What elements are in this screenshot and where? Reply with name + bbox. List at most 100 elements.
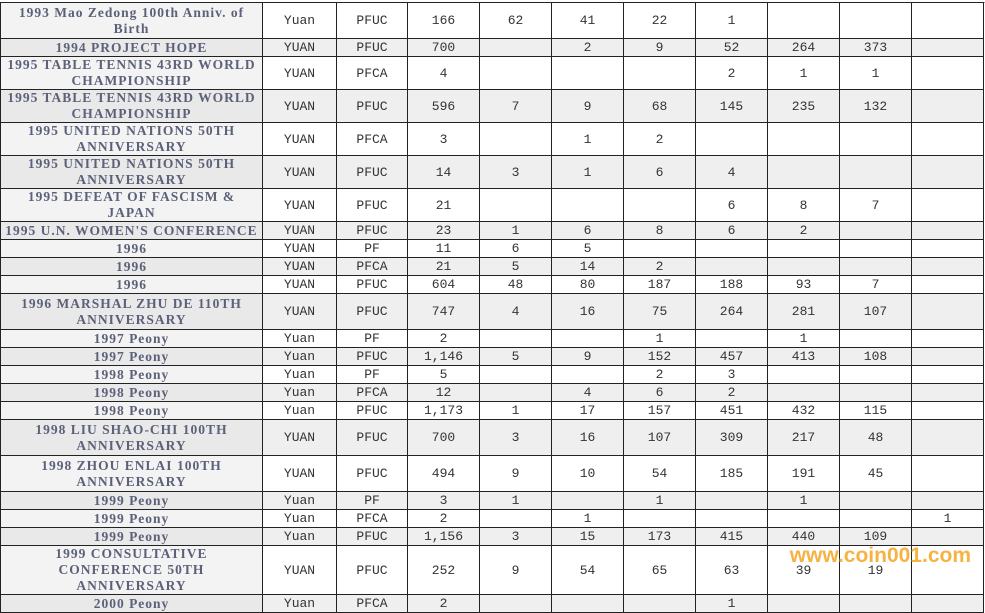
- count-cell[interactable]: [479, 594, 552, 613]
- coin-name-cell[interactable]: 1995 UNITED NATIONS 50TH ANNIVERSARY: [0, 122, 263, 156]
- count-cell[interactable]: 1: [911, 509, 984, 528]
- count-cell[interactable]: 75: [623, 293, 696, 330]
- count-cell[interactable]: 65: [623, 545, 696, 595]
- grade-cell[interactable]: PFUC: [336, 401, 408, 420]
- count-cell[interactable]: [479, 122, 552, 156]
- grade-cell[interactable]: PF: [336, 365, 408, 384]
- unit-cell[interactable]: YUAN: [262, 455, 337, 492]
- count-cell[interactable]: [839, 365, 912, 384]
- count-cell[interactable]: 68: [623, 89, 696, 123]
- count-cell[interactable]: 41: [551, 2, 624, 39]
- count-cell[interactable]: [479, 329, 552, 348]
- count-cell[interactable]: 1: [623, 329, 696, 348]
- count-cell[interactable]: [839, 221, 912, 240]
- count-cell[interactable]: 1: [479, 221, 552, 240]
- count-cell[interactable]: 1: [479, 491, 552, 510]
- table-row[interactable]: 1999 Peony Yuan PF 3 1 1 1: [0, 491, 984, 510]
- count-cell[interactable]: [839, 491, 912, 510]
- count-cell[interactable]: [911, 56, 984, 90]
- table-row[interactable]: 1995 UNITED NATIONS 50TH ANNIVERSARY YUAN…: [0, 155, 984, 189]
- count-cell[interactable]: 2: [623, 122, 696, 156]
- count-cell[interactable]: 6: [479, 239, 552, 258]
- count-cell[interactable]: [911, 491, 984, 510]
- coin-name-cell[interactable]: 1997 Peony: [0, 347, 263, 366]
- count-cell[interactable]: 16: [551, 419, 624, 456]
- count-cell[interactable]: 108: [839, 347, 912, 366]
- count-cell[interactable]: [911, 347, 984, 366]
- count-cell[interactable]: [767, 365, 840, 384]
- count-cell[interactable]: [479, 509, 552, 528]
- count-cell[interactable]: 2: [695, 383, 768, 402]
- total-cell[interactable]: 2: [407, 509, 480, 528]
- grade-cell[interactable]: PFUC: [336, 2, 408, 39]
- count-cell[interactable]: 15: [551, 527, 624, 546]
- count-cell[interactable]: [623, 188, 696, 222]
- unit-cell[interactable]: YUAN: [262, 293, 337, 330]
- count-cell[interactable]: 2: [551, 38, 624, 57]
- count-cell[interactable]: [911, 419, 984, 456]
- grade-cell[interactable]: PFUC: [336, 89, 408, 123]
- total-cell[interactable]: 11: [407, 239, 480, 258]
- table-row[interactable]: 2000 Peony Yuan PFCA 2 1: [0, 594, 984, 613]
- grade-cell[interactable]: PF: [336, 491, 408, 510]
- count-cell[interactable]: 54: [551, 545, 624, 595]
- table-row[interactable]: 1996 YUAN PFCA 21 5 14 2: [0, 257, 984, 276]
- table-row[interactable]: 1995 U.N. WOMEN'S CONFERENCE YUAN PFUC 23 1 6…: [0, 221, 984, 240]
- table-row[interactable]: 1998 Peony Yuan PFUC 1,173 1 17 157 451 432 115: [0, 401, 984, 420]
- count-cell[interactable]: 1: [551, 509, 624, 528]
- unit-cell[interactable]: Yuan: [262, 594, 337, 613]
- count-cell[interactable]: 187: [623, 275, 696, 294]
- count-cell[interactable]: [839, 155, 912, 189]
- unit-cell[interactable]: YUAN: [262, 257, 337, 276]
- count-cell[interactable]: 4: [479, 293, 552, 330]
- count-cell[interactable]: 1: [839, 56, 912, 90]
- count-cell[interactable]: 109: [839, 527, 912, 546]
- count-cell[interactable]: 9: [551, 89, 624, 123]
- count-cell[interactable]: [839, 239, 912, 258]
- total-cell[interactable]: 596: [407, 89, 480, 123]
- total-cell[interactable]: 3: [407, 122, 480, 156]
- coin-name-cell[interactable]: 1996 MARSHAL ZHU DE 110TH ANNIVERSARY: [0, 293, 263, 330]
- table-row[interactable]: 1996 MARSHAL ZHU DE 110TH ANNIVERSARY YUA…: [0, 293, 984, 330]
- count-cell[interactable]: 2: [623, 365, 696, 384]
- count-cell[interactable]: 62: [479, 2, 552, 39]
- count-cell[interactable]: 2: [767, 221, 840, 240]
- count-cell[interactable]: 6: [695, 188, 768, 222]
- count-cell[interactable]: 17: [551, 401, 624, 420]
- count-cell[interactable]: [623, 509, 696, 528]
- count-cell[interactable]: [911, 257, 984, 276]
- count-cell[interactable]: 1: [623, 491, 696, 510]
- count-cell[interactable]: 235: [767, 89, 840, 123]
- count-cell[interactable]: 9: [479, 545, 552, 595]
- count-cell[interactable]: 8: [767, 188, 840, 222]
- count-cell[interactable]: 10: [551, 455, 624, 492]
- count-cell[interactable]: 188: [695, 275, 768, 294]
- count-cell[interactable]: 373: [839, 38, 912, 57]
- unit-cell[interactable]: Yuan: [262, 509, 337, 528]
- unit-cell[interactable]: YUAN: [262, 89, 337, 123]
- count-cell[interactable]: [767, 257, 840, 276]
- total-cell[interactable]: 700: [407, 419, 480, 456]
- count-cell[interactable]: 54: [623, 455, 696, 492]
- count-cell[interactable]: [911, 188, 984, 222]
- coin-name-cell[interactable]: 1999 Peony: [0, 509, 263, 528]
- coin-name-cell[interactable]: 1995 UNITED NATIONS 50TH ANNIVERSARY: [0, 155, 263, 189]
- unit-cell[interactable]: YUAN: [262, 419, 337, 456]
- total-cell[interactable]: 12: [407, 383, 480, 402]
- count-cell[interactable]: [911, 329, 984, 348]
- grade-cell[interactable]: PFCA: [336, 509, 408, 528]
- grade-cell[interactable]: PFUC: [336, 155, 408, 189]
- coin-name-cell[interactable]: 1999 CONSULTATIVE CONFERENCE 50TH ANNIVE…: [0, 545, 263, 595]
- count-cell[interactable]: [911, 221, 984, 240]
- count-cell[interactable]: [911, 122, 984, 156]
- count-cell[interactable]: 264: [767, 38, 840, 57]
- grade-cell[interactable]: PFUC: [336, 38, 408, 57]
- count-cell[interactable]: 7: [839, 188, 912, 222]
- count-cell[interactable]: [911, 89, 984, 123]
- count-cell[interactable]: [479, 188, 552, 222]
- count-cell[interactable]: 93: [767, 275, 840, 294]
- count-cell[interactable]: 45: [839, 455, 912, 492]
- total-cell[interactable]: 252: [407, 545, 480, 595]
- coin-name-cell[interactable]: 1996: [0, 257, 263, 276]
- count-cell[interactable]: [623, 239, 696, 258]
